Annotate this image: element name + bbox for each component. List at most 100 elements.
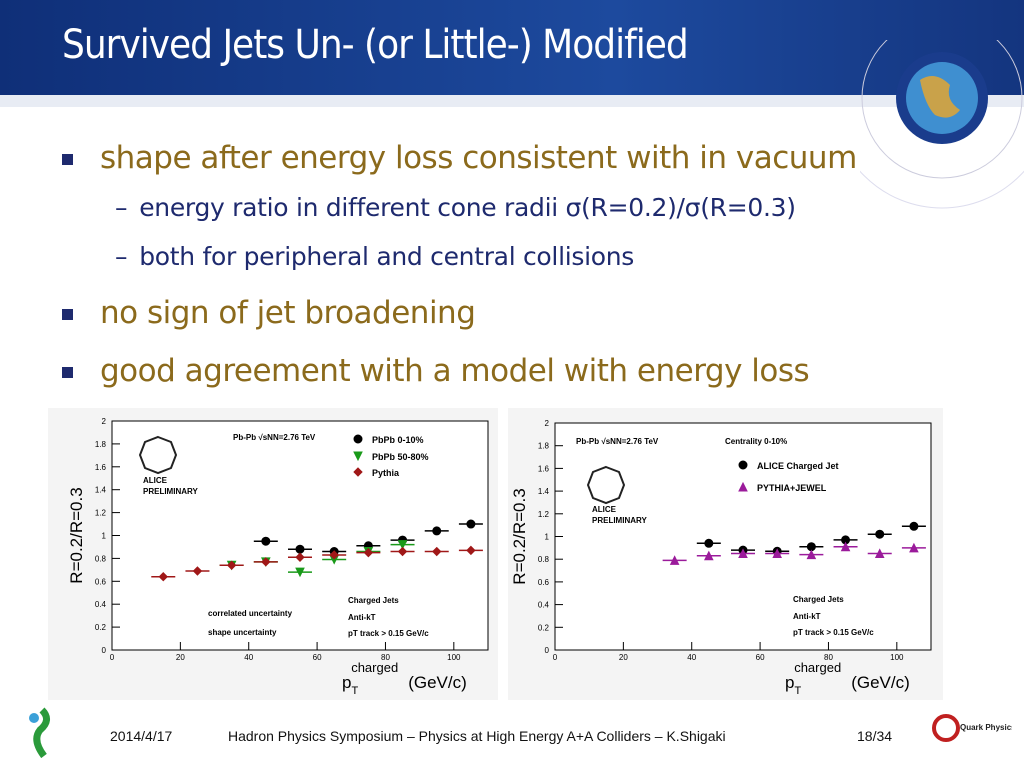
logo-right: Quark Physics Laboratory: [932, 714, 1012, 742]
x-axis-label: pTcharged (GeV/c): [342, 660, 467, 697]
logo-left: [29, 707, 50, 758]
annotation: ALICE: [592, 505, 617, 514]
y-tick-label: 1.2: [95, 509, 107, 518]
footer-date: 2014/4/17: [110, 728, 173, 744]
x-tick-label: 80: [824, 653, 833, 662]
annotation: ALICE: [143, 476, 168, 485]
data-point: [226, 560, 237, 570]
annotation: Pb-Pb √sNN=2.76 TeV: [233, 433, 316, 442]
bullet: good agreement with a model with energy …: [62, 353, 810, 389]
data-point: [353, 467, 363, 477]
x-tick-label: 20: [619, 653, 628, 662]
data-point: [353, 434, 363, 444]
y-axis-label: R=0.2/R=0.3: [510, 488, 529, 584]
plot-area: [111, 420, 489, 651]
chart: 00.20.40.60.811.21.41.61.820 20 40 60 80 100R…: [48, 408, 498, 700]
y-tick-label: 0.4: [538, 601, 550, 610]
data-point: [738, 548, 748, 559]
y-tick-label: 1: [545, 533, 550, 542]
annotation: pT track > 0.15 GeV/c: [348, 629, 429, 638]
alice-logo: [138, 435, 178, 475]
x-axis-label-part: p: [785, 673, 794, 692]
chart: 00.20.40.60.811.21.41.61.820 20 40 60 80 100R…: [508, 408, 943, 700]
bullet-text: no sign of jet broadening: [100, 295, 476, 331]
data-point: [397, 540, 408, 550]
data-point: [466, 519, 476, 529]
y-tick-label: 0.4: [95, 600, 107, 609]
footer-title: Hadron Physics Symposium – Physics at Hi…: [228, 728, 726, 744]
data-point: [329, 550, 339, 560]
data-point: [261, 536, 271, 546]
data-point: [192, 566, 203, 576]
annotation: Anti-kT: [793, 612, 821, 621]
annotation: Charged Jets: [793, 595, 844, 604]
y-tick-label: 1.8: [95, 440, 107, 449]
y-tick-label: 1.6: [95, 463, 107, 472]
y-axis-label: R=0.2/R=0.3: [67, 487, 86, 583]
x-tick-label: 100: [447, 653, 461, 662]
bullet-text: good agreement with a model with energy …: [100, 353, 810, 389]
x-axis-label: pTcharged (GeV/c): [785, 660, 910, 697]
bullet: shape after energy loss consistent with …: [62, 140, 857, 176]
x-tick-label: 60: [756, 653, 765, 662]
data-point: [806, 549, 817, 560]
annotation: Anti-kT: [348, 613, 376, 622]
x-tick-label: 40: [687, 653, 696, 662]
data-point: [704, 538, 714, 548]
globe-decoration: [860, 40, 1024, 209]
data-point: [295, 544, 305, 554]
sub-bullet-text: energy ratio in different cone radii σ(R…: [139, 193, 796, 222]
y-tick-label: 1.2: [538, 510, 550, 519]
x-axis-label-part: p: [342, 673, 351, 692]
x-axis-label-part: (GeV/c): [851, 673, 910, 692]
sub-bullet: – energy ratio in different cone radii σ(…: [115, 193, 796, 222]
data-point: [772, 548, 782, 559]
x-tick-label: 100: [890, 653, 904, 662]
y-tick-label: 0: [545, 646, 550, 655]
y-tick-label: 0.6: [538, 578, 550, 587]
bullet: no sign of jet broadening: [62, 295, 476, 331]
annotation: pT track > 0.15 GeV/c: [793, 628, 874, 637]
alice-logo: [586, 465, 626, 505]
data-point: [909, 521, 919, 531]
data-point: [909, 542, 919, 553]
annotation: Centrality 0-10%: [725, 437, 787, 446]
data-point: [432, 526, 442, 536]
slide-title: Survived Jets Un- (or Little-) Modified: [62, 22, 689, 68]
data-point: [295, 552, 305, 562]
y-tick-label: 0.6: [95, 577, 107, 586]
annotation: correlated uncertainty: [208, 609, 293, 618]
y-tick-label: 0.2: [95, 623, 107, 632]
data-point: [840, 541, 851, 552]
annotation: Pb-Pb √sNN=2.76 TeV: [576, 437, 659, 446]
bullet-text: shape after energy loss consistent with …: [100, 140, 857, 176]
annotation: PRELIMINARY: [143, 487, 198, 496]
x-tick-label: 20: [176, 653, 185, 662]
y-tick-label: 1.4: [95, 486, 107, 495]
data-point: [806, 542, 816, 552]
data-point: [466, 545, 476, 556]
x-axis-label-part: T: [351, 685, 358, 697]
x-tick-label: 0: [110, 653, 115, 662]
logo-text: Quark Physics Laboratory: [960, 723, 1012, 732]
y-tick-label: 0.8: [95, 554, 107, 563]
x-tick-label: 40: [244, 653, 253, 662]
header-rule: [0, 95, 1024, 107]
x-tick-label: 60: [313, 653, 322, 662]
data-point: [738, 460, 748, 470]
sub-bullet-text: both for peripheral and central collisio…: [139, 242, 635, 271]
legend-label: PYTHIA+JEWEL: [757, 483, 827, 493]
legend-label: ALICE Charged Jet: [757, 461, 839, 471]
y-tick-label: 1.6: [538, 464, 550, 473]
y-tick-label: 1.8: [538, 442, 550, 451]
y-tick-label: 2: [102, 417, 107, 426]
x-tick-label: 0: [553, 653, 558, 662]
plot-area: [554, 422, 932, 651]
x-axis-label-part: charged: [351, 660, 398, 675]
data-point: [158, 572, 168, 582]
sub-bullet: – both for peripheral and central collisi…: [115, 242, 635, 271]
y-tick-label: 2: [545, 419, 550, 428]
data-point: [397, 546, 408, 557]
annotation: Charged Jets: [348, 596, 399, 605]
y-tick-label: 0.2: [538, 623, 550, 632]
